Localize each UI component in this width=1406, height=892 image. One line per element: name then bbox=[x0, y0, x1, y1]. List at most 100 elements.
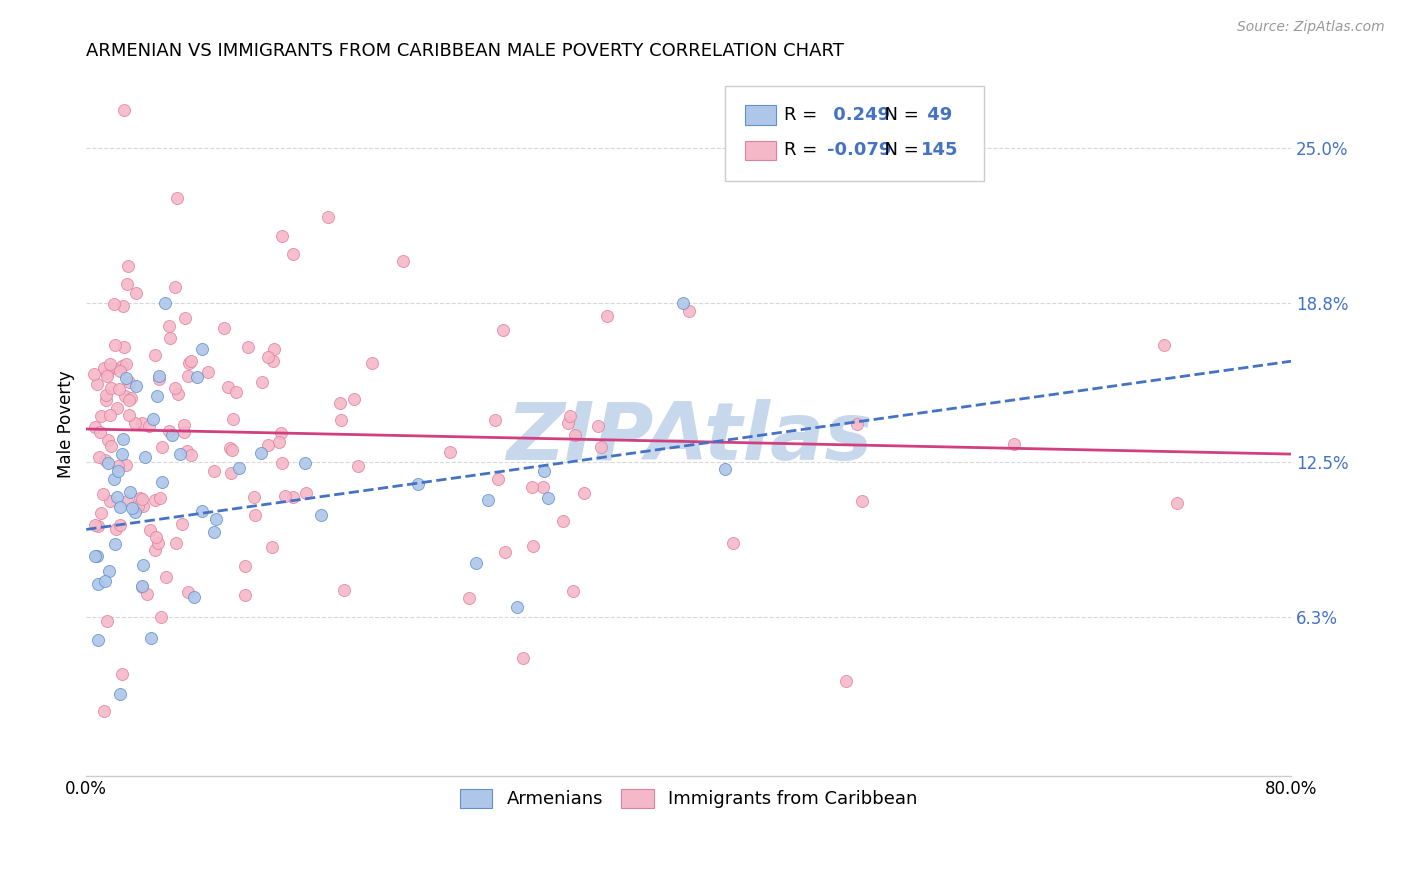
Point bbox=[835, 673, 858, 688]
Point bbox=[564, 428, 586, 442]
Point bbox=[118, 392, 141, 407]
Point bbox=[104, 338, 127, 352]
Point bbox=[484, 413, 506, 427]
Point bbox=[118, 408, 141, 422]
Point bbox=[165, 536, 187, 550]
Point bbox=[98, 357, 121, 371]
Point bbox=[90, 409, 112, 424]
Point bbox=[477, 493, 499, 508]
Point bbox=[256, 350, 278, 364]
Point bbox=[457, 591, 479, 606]
Point bbox=[108, 518, 131, 533]
Point bbox=[103, 472, 125, 486]
Point bbox=[127, 500, 149, 514]
Point bbox=[94, 388, 117, 402]
Point bbox=[87, 633, 110, 648]
Point bbox=[108, 500, 131, 515]
Point bbox=[596, 309, 619, 323]
Text: N =: N = bbox=[873, 141, 925, 159]
Point bbox=[157, 319, 180, 334]
Point bbox=[94, 453, 117, 467]
Point bbox=[96, 615, 118, 629]
Point bbox=[103, 361, 125, 376]
Point bbox=[157, 424, 180, 438]
Text: ARMENIAN VS IMMIGRANTS FROM CARIBBEAN MALE POVERTY CORRELATION CHART: ARMENIAN VS IMMIGRANTS FROM CARIBBEAN MA… bbox=[86, 42, 844, 60]
Point bbox=[83, 368, 105, 382]
Text: 49: 49 bbox=[921, 105, 953, 124]
Point bbox=[250, 376, 273, 390]
Point bbox=[84, 517, 107, 532]
Point bbox=[155, 570, 177, 584]
Point bbox=[295, 486, 318, 500]
Point bbox=[271, 456, 294, 470]
Point bbox=[132, 499, 155, 513]
Point bbox=[93, 704, 115, 718]
Y-axis label: Male Poverty: Male Poverty bbox=[58, 370, 75, 478]
Point bbox=[537, 491, 560, 505]
Point bbox=[115, 458, 138, 473]
Point bbox=[439, 445, 461, 459]
Point bbox=[94, 574, 117, 589]
Point bbox=[190, 343, 212, 357]
Point bbox=[145, 389, 167, 403]
Point bbox=[111, 667, 134, 681]
Point bbox=[197, 365, 219, 379]
Point bbox=[212, 320, 235, 334]
Point bbox=[107, 459, 129, 474]
Point bbox=[270, 425, 292, 440]
Point bbox=[125, 286, 148, 301]
Point bbox=[172, 516, 194, 531]
Point bbox=[98, 494, 121, 508]
Point bbox=[112, 103, 135, 117]
Point bbox=[262, 354, 284, 368]
Point bbox=[225, 385, 247, 400]
FancyBboxPatch shape bbox=[745, 105, 776, 125]
Point bbox=[98, 408, 121, 422]
Text: Source: ZipAtlas.com: Source: ZipAtlas.com bbox=[1237, 20, 1385, 34]
Point bbox=[176, 443, 198, 458]
Point bbox=[111, 447, 134, 461]
Point bbox=[96, 393, 118, 408]
Point bbox=[159, 330, 181, 344]
Point bbox=[110, 687, 132, 701]
Point bbox=[245, 508, 267, 522]
Point bbox=[148, 368, 170, 383]
Point bbox=[118, 375, 141, 389]
Point bbox=[86, 549, 108, 564]
Point bbox=[103, 297, 125, 311]
Point bbox=[218, 442, 240, 456]
Point bbox=[294, 456, 316, 470]
Point bbox=[117, 259, 139, 273]
Point bbox=[149, 610, 172, 624]
Point bbox=[273, 490, 295, 504]
Point bbox=[142, 412, 165, 426]
Point bbox=[134, 450, 156, 464]
Point bbox=[96, 366, 118, 380]
Point bbox=[114, 389, 136, 403]
Point bbox=[115, 357, 138, 371]
Point bbox=[183, 590, 205, 604]
Point bbox=[271, 228, 294, 243]
Point bbox=[111, 432, 134, 446]
Point bbox=[217, 380, 239, 394]
Point bbox=[343, 392, 366, 407]
Point bbox=[107, 464, 129, 478]
Point bbox=[166, 191, 188, 205]
Point bbox=[131, 580, 153, 594]
Point bbox=[557, 417, 579, 431]
Point bbox=[114, 371, 136, 385]
Point bbox=[851, 494, 873, 508]
Point bbox=[97, 433, 120, 447]
Point bbox=[846, 417, 869, 432]
Point bbox=[117, 493, 139, 508]
Point bbox=[173, 418, 195, 433]
Point bbox=[115, 277, 138, 292]
Point bbox=[84, 549, 107, 563]
Point bbox=[131, 579, 153, 593]
Point bbox=[132, 558, 155, 573]
Point bbox=[108, 364, 131, 378]
Point bbox=[111, 299, 134, 313]
Point bbox=[465, 556, 488, 570]
Point bbox=[165, 280, 187, 294]
Point bbox=[1153, 337, 1175, 351]
